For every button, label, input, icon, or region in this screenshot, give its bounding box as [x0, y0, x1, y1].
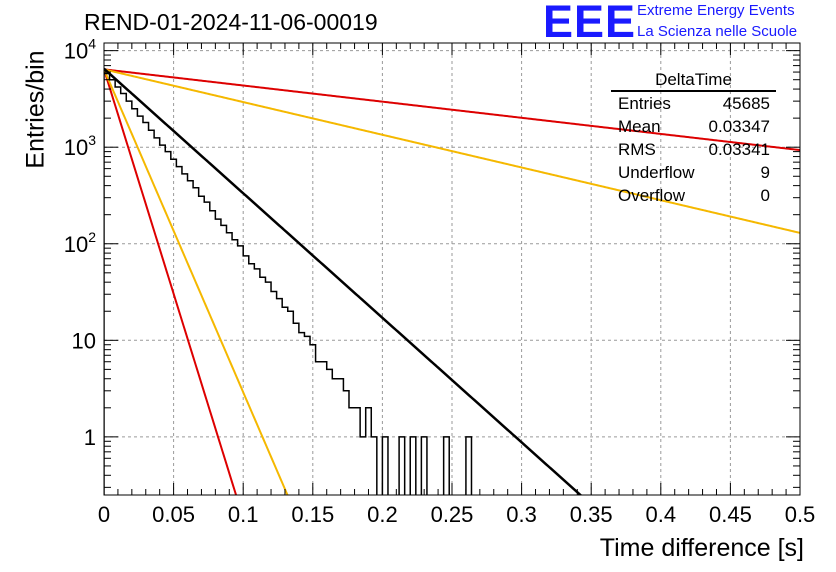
y-tick-label: 10 [72, 328, 96, 353]
x-tick-label: 0 [98, 502, 110, 527]
org-name-line1: Extreme Energy Events [637, 2, 795, 19]
stats-label: Entries [618, 94, 671, 113]
x-tick-label: 0.45 [709, 502, 752, 527]
x-tick-label: 0.25 [431, 502, 474, 527]
stats-row: Entries 45685 [611, 92, 776, 115]
x-tick-label: 0.1 [228, 502, 259, 527]
orange-exponential-line [104, 68, 800, 234]
stats-label: RMS [618, 140, 656, 159]
stats-row: Underflow 9 [611, 161, 776, 184]
stats-label: Mean [618, 117, 661, 136]
x-tick-label: 0.3 [506, 502, 537, 527]
stats-row: RMS 0.03341 [611, 138, 776, 161]
x-tick-label: 0.35 [570, 502, 613, 527]
exponential-curves [104, 68, 800, 495]
stats-value: 9 [760, 163, 770, 182]
stats-value: 0.03347 [708, 117, 770, 136]
y-tick-label: 102 [64, 229, 96, 257]
fit-curve-group [104, 67, 583, 495]
stats-label: Overflow [618, 186, 686, 205]
fit-curve [104, 67, 583, 495]
histogram-outline [104, 72, 473, 495]
histogram [104, 72, 473, 495]
y-tick-label: 103 [64, 132, 96, 160]
stats-title: DeltaTime [611, 70, 776, 92]
x-tick-label: 0.15 [291, 502, 334, 527]
x-axis-label: Time difference [s] [599, 534, 804, 562]
y-axis-label: Entries/bin [21, 50, 50, 169]
y-tick-label: 104 [64, 36, 96, 64]
stats-row: Overflow 0 [611, 184, 776, 207]
x-tick-label: 0.05 [152, 502, 195, 527]
orange-exponential-line [104, 68, 289, 495]
x-tick-label: 0.2 [367, 502, 398, 527]
y-tick-label: 1 [84, 425, 96, 450]
red-exponential-line [104, 69, 238, 495]
stats-value: 0.03341 [708, 140, 770, 159]
stats-value: 45685 [722, 94, 770, 113]
stats-box: DeltaTime Entries 45685 Mean 0.03347 RMS… [611, 70, 776, 207]
x-tick-label: 0.4 [646, 502, 677, 527]
eee-logo: EEE [543, 0, 637, 47]
stats-value: 0 [760, 186, 770, 205]
x-tick-label: 0.5 [785, 502, 816, 527]
axis-ticks [103, 43, 801, 495]
stats-row: Mean 0.03347 [611, 115, 776, 138]
x-tick-labels: 0 0.05 0.1 0.15 0.2 0.25 0.3 0.35 0.4 0.45 0.5 [98, 502, 815, 527]
org-name-line2: La Scienza nelle Scuole [637, 23, 798, 40]
chart-title: REND-01-2024-11-06-00019 [84, 9, 378, 35]
red-exponential-line [104, 68, 800, 152]
stats-label: Underflow [618, 163, 695, 182]
